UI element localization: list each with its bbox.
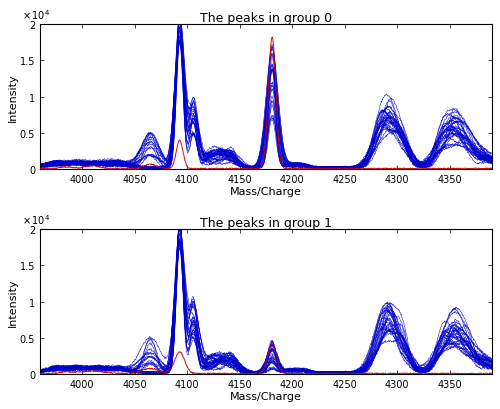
Text: $\times\,10^4$: $\times\,10^4$ [22,8,50,22]
Title: The peaks in group 1: The peaks in group 1 [200,216,332,229]
Text: $\times\,10^4$: $\times\,10^4$ [22,213,50,227]
Y-axis label: Intensity: Intensity [8,278,18,326]
X-axis label: Mass/Charge: Mass/Charge [230,391,302,401]
X-axis label: Mass/Charge: Mass/Charge [230,186,302,196]
Title: The peaks in group 0: The peaks in group 0 [200,12,332,25]
Y-axis label: Intensity: Intensity [8,73,18,122]
